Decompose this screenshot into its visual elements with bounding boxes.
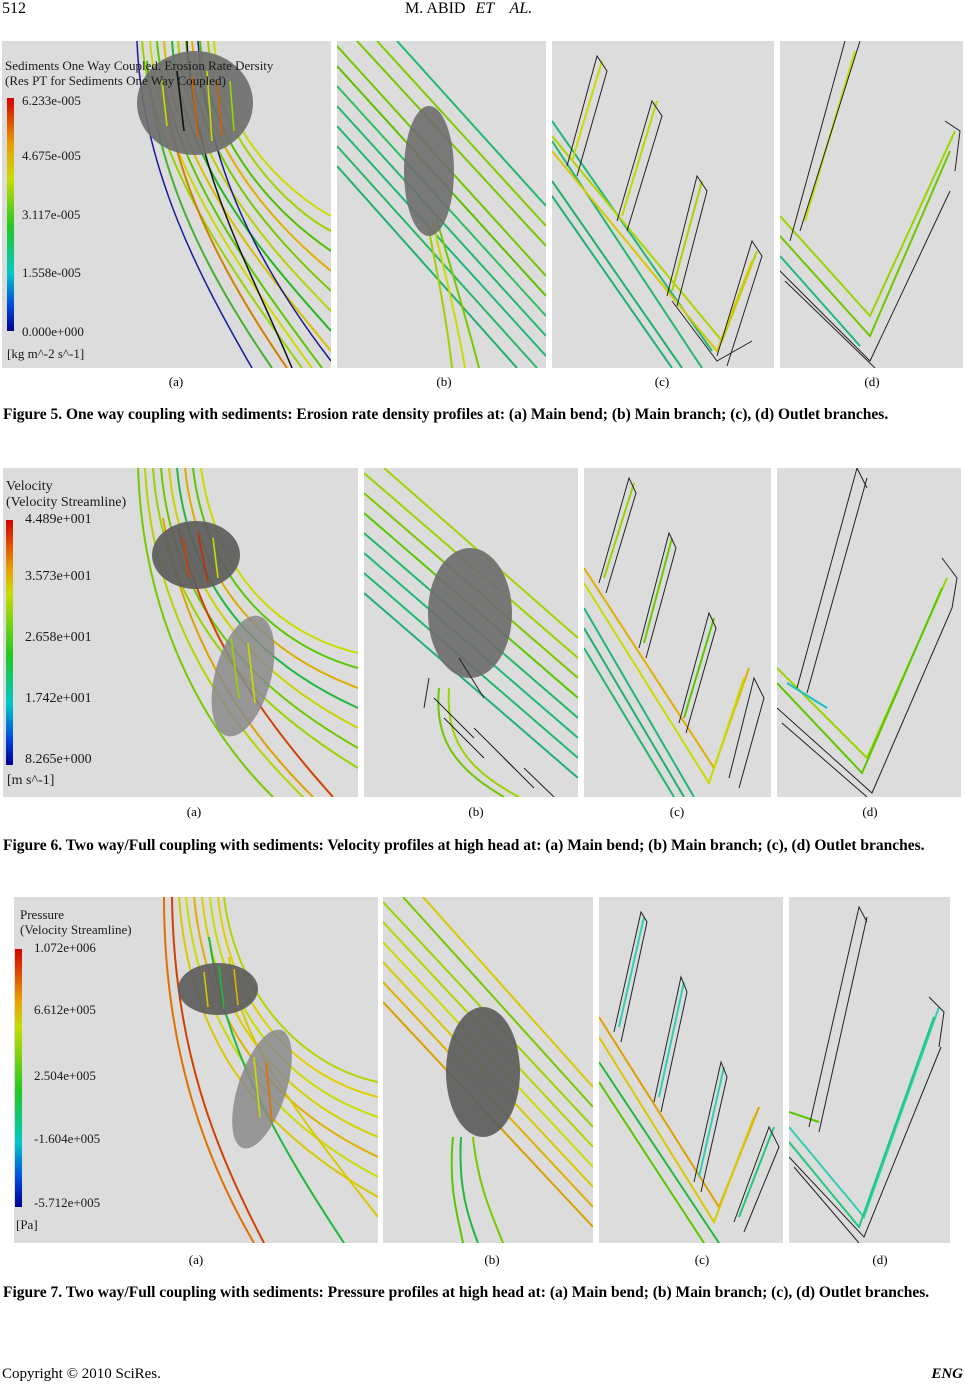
legend-tick: 6.612e+005 [34,1002,96,1017]
fig7-panel-b-main-branch [383,897,593,1243]
sublabel-c: (c) [654,374,670,389]
legend-tick: 1.558e-005 [22,265,81,280]
sublabel-d: (d) [864,374,880,389]
legend-tick: 3.117e-005 [22,207,81,222]
streamline-plot [136,41,331,368]
fig6-panel-c-outlet-branches [584,468,771,797]
sublabel-b: (b) [484,1252,500,1267]
fig6-panel-b-main-branch [364,468,578,797]
sublabel-d: (d) [862,804,878,819]
legend-tick: 8.265e+000 [25,752,92,767]
legend-tick: 3.573e+001 [25,569,92,584]
legend-tick: -1.604e+005 [34,1131,101,1146]
sublabel-a: (a) [168,374,184,389]
fig5-panel-c-outlet-branches [552,41,774,368]
legend-tick: 4.489e+001 [25,512,92,527]
colorbar [6,520,13,765]
sublabel-a: (a) [186,804,202,819]
sublabel-a: (a) [188,1252,204,1267]
legend-title-line2: (Res PT for Sediments One Way Coupled) [5,73,226,88]
fig7-panel-c-outlet-branches [599,897,783,1243]
sublabel-c: (c) [694,1252,710,1267]
sublabel-d: (d) [872,1252,888,1267]
legend-title-line1: Sediments One Way Coupled. Erosion Rate … [5,58,274,73]
streamline-plot [599,910,780,1243]
legend-title-line2: (Velocity Streamline) [20,922,132,937]
figure-caption: Figure 5. One way coupling with sediment… [3,406,889,423]
sublabel-c: (c) [669,804,685,819]
colorbar [15,949,22,1207]
sublabel-b: (b) [468,804,484,819]
legend-unit: [Pa] [16,1217,38,1232]
footer-copyright: Copyright © 2010 SciRes. [2,1366,161,1382]
legend-unit: [m s^-1] [7,773,55,788]
streamline-plot [584,476,765,797]
fig5-panel-b-main-branch [337,41,546,368]
legend-tick: 4.675e-005 [22,148,81,163]
legend-tick: 2.504e+005 [34,1068,96,1083]
streamline-plot [789,905,945,1243]
running-head-et-al: ET AL. [475,0,533,17]
sublabel-b: (b) [436,374,452,389]
legend-title-line2: (Velocity Streamline) [6,495,127,510]
running-head: M. ABID ET AL. [405,0,532,18]
fig6-panel-d-outlet-branches [777,468,961,797]
running-head-authors: M. ABID [405,0,466,17]
footer-journal: ENG [931,1366,963,1382]
figure-caption: Figure 6. Two way/Full coupling with sed… [3,837,925,854]
streamline-plot [337,41,546,368]
streamline-plot [552,54,763,368]
fig6-panel-a-main-bend: Velocity (Velocity Streamline) 4.489e+00… [3,468,358,797]
fig5-panel-d-outlet-branches [780,41,963,368]
legend-tick: 0.000e+000 [22,324,84,339]
streamline-plot [163,897,378,1243]
streamline-plot [777,468,958,797]
legend-title-line1: Velocity [6,479,53,494]
legend-tick: 6.233e-005 [22,93,81,108]
page-number: 512 [2,0,26,17]
fig7-panel-d-outlet-branches [789,897,950,1243]
fig5-panel-a-main-bend: Sediments One Way Coupled. Erosion Rate … [2,41,331,368]
colorbar [7,98,14,331]
legend-tick: 1.072e+006 [34,940,96,955]
legend-title-line1: Pressure [20,907,65,922]
streamline-plot [137,468,358,797]
legend-tick: 2.658e+001 [25,630,92,645]
legend-tick: -5.712e+005 [34,1195,101,1210]
legend-tick: 1.742e+001 [25,691,92,706]
streamline-plot [780,41,961,368]
figure-caption: Figure 7. Two way/Full coupling with sed… [3,1284,930,1301]
fig7-panel-a-main-bend: Pressure (Velocity Streamline) 1.072e+00… [14,897,378,1243]
streamline-plot [364,468,578,797]
streamline-plot [383,897,593,1243]
legend-unit: [kg m^-2 s^-1] [7,346,85,361]
